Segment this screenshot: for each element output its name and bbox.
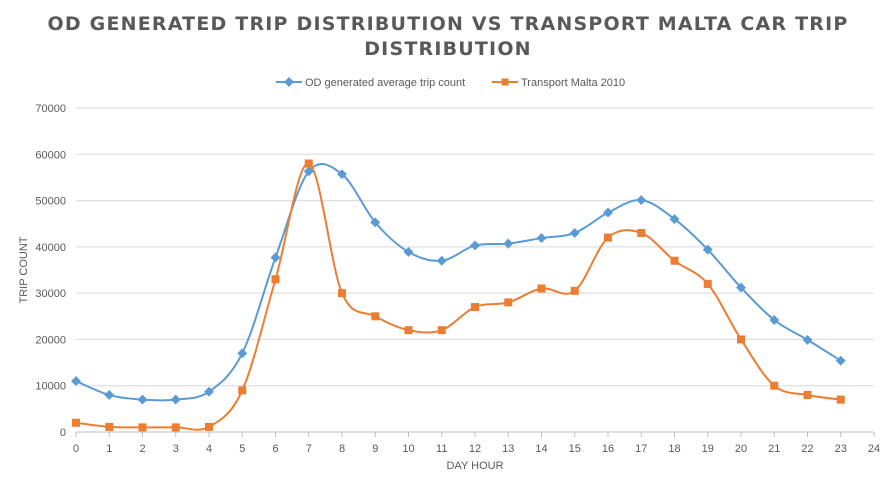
data-point bbox=[338, 289, 346, 298]
x-tick-label: 14 bbox=[535, 443, 547, 455]
legend-marker-tm bbox=[501, 78, 509, 86]
series-line bbox=[75, 162, 842, 402]
legend: OD generated average trip count Transpor… bbox=[276, 77, 625, 89]
y-tick-label: 40000 bbox=[35, 242, 66, 254]
data-point bbox=[72, 418, 80, 427]
y-tick-label: 10000 bbox=[35, 381, 66, 393]
x-tick-label: 18 bbox=[668, 443, 680, 455]
data-point bbox=[205, 422, 213, 431]
data-point bbox=[170, 394, 181, 405]
data-point bbox=[637, 228, 646, 237]
y-tick-label: 20000 bbox=[35, 334, 66, 346]
x-tick-label: 2 bbox=[139, 443, 145, 455]
x-tick-label: 11 bbox=[436, 443, 447, 455]
data-point bbox=[71, 376, 81, 387]
chart-title-line-1: OD GENERATED TRIP DISTRIBUTION VS TRANSP… bbox=[48, 13, 849, 35]
y-tick-label: 70000 bbox=[35, 103, 66, 115]
data-point bbox=[536, 233, 547, 244]
x-tick-label: 17 bbox=[635, 443, 647, 455]
x-tick-label: 4 bbox=[206, 443, 212, 455]
data-point bbox=[137, 394, 148, 405]
y-tick-label: 0 bbox=[60, 427, 66, 439]
series-layer bbox=[71, 159, 846, 432]
data-point bbox=[171, 423, 180, 432]
chart-title-line-2: DISTRIBUTION bbox=[364, 38, 532, 60]
data-point bbox=[303, 166, 314, 177]
x-tick-label: 5 bbox=[239, 443, 245, 455]
x-tick-label: 13 bbox=[502, 443, 514, 455]
data-point bbox=[737, 335, 745, 344]
data-point bbox=[702, 244, 713, 255]
data-point bbox=[104, 390, 115, 400]
legend-label-tm: Transport Malta 2010 bbox=[521, 77, 625, 89]
data-point bbox=[770, 381, 779, 390]
data-point bbox=[503, 238, 514, 249]
y-tick-label: 30000 bbox=[35, 288, 66, 300]
x-tick-label: 7 bbox=[306, 443, 312, 455]
x-tick-label: 22 bbox=[801, 443, 813, 455]
x-tick-label: 23 bbox=[835, 443, 847, 455]
y-axis-title: TRIP COUNT bbox=[18, 236, 30, 303]
data-point bbox=[271, 275, 280, 284]
data-point bbox=[138, 423, 147, 432]
data-point bbox=[803, 390, 812, 399]
y-tick-label: 50000 bbox=[35, 196, 66, 208]
x-tick-label: 3 bbox=[173, 443, 179, 455]
x-axis-title: DAY HOUR bbox=[446, 460, 503, 472]
data-point bbox=[603, 207, 613, 218]
x-tick-label: 6 bbox=[272, 443, 278, 455]
data-point bbox=[537, 284, 546, 293]
x-tick-label: 10 bbox=[402, 443, 414, 455]
legend-label-od: OD generated average trip count bbox=[305, 77, 465, 89]
data-point bbox=[570, 286, 579, 295]
x-tick-label: 21 bbox=[768, 443, 780, 455]
series-1 bbox=[72, 159, 845, 432]
data-point bbox=[436, 255, 447, 266]
data-point bbox=[437, 326, 446, 335]
data-point bbox=[370, 217, 381, 228]
data-point bbox=[569, 228, 580, 238]
data-point bbox=[304, 159, 313, 168]
x-tick-label: 0 bbox=[73, 443, 79, 455]
x-tick-label: 1 bbox=[106, 443, 112, 455]
data-point bbox=[836, 395, 845, 404]
x-tick-label: 16 bbox=[602, 443, 614, 455]
data-point bbox=[204, 386, 214, 397]
data-point bbox=[238, 386, 247, 395]
data-point bbox=[604, 233, 612, 242]
y-axis-ticks: 0 10000 20000 30000 40000 50000 60000 70000 bbox=[35, 103, 66, 439]
series-line bbox=[75, 162, 841, 431]
x-tick-label: 20 bbox=[735, 443, 747, 455]
data-point bbox=[337, 169, 347, 180]
data-point bbox=[769, 315, 780, 325]
legend-marker-od bbox=[284, 77, 294, 87]
x-tick-label: 15 bbox=[569, 443, 581, 455]
data-point bbox=[670, 256, 679, 265]
data-point bbox=[504, 298, 513, 307]
series-0 bbox=[71, 162, 846, 405]
x-tick-label: 9 bbox=[372, 443, 378, 455]
x-tick-label: 8 bbox=[339, 443, 345, 455]
data-point bbox=[471, 303, 479, 312]
data-point bbox=[403, 246, 414, 257]
data-point bbox=[636, 195, 647, 206]
data-point bbox=[703, 279, 712, 288]
x-tick-label: 24 bbox=[868, 443, 880, 455]
data-point bbox=[270, 252, 281, 263]
x-tick-label: 12 bbox=[469, 443, 481, 455]
data-point bbox=[470, 240, 480, 251]
y-tick-label: 60000 bbox=[35, 149, 66, 161]
x-axis-ticks: 0 1 2 3 4 5 6 7 8 9 10 11 12 13 14 15 16 17 18 19 20 21 22 23 24 bbox=[73, 432, 880, 455]
data-point bbox=[105, 422, 114, 431]
data-point bbox=[802, 334, 813, 345]
data-point bbox=[835, 355, 846, 366]
x-tick-label: 19 bbox=[702, 443, 714, 455]
data-point bbox=[371, 312, 380, 321]
data-point bbox=[736, 282, 746, 293]
data-point bbox=[404, 326, 413, 335]
data-point bbox=[237, 348, 248, 359]
data-point bbox=[669, 214, 680, 225]
